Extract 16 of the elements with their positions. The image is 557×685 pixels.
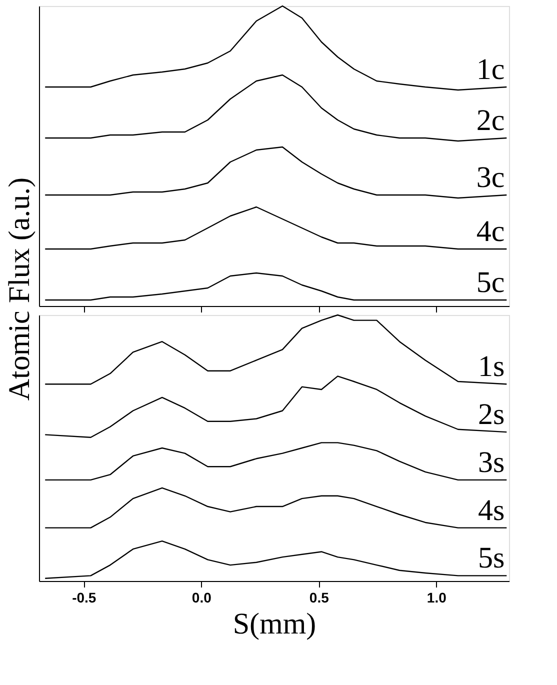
series-label: 1c <box>476 53 505 86</box>
series-label: 5s <box>478 542 505 575</box>
series-label: 2s <box>478 398 505 432</box>
x-tick-label: 1.0 <box>426 590 447 606</box>
series-label: 4c <box>476 215 505 248</box>
series-label: 2c <box>476 104 505 137</box>
x-tick-label: 0.5 <box>309 590 330 606</box>
x-axis-title: S(mm) <box>232 608 316 640</box>
series-label: 5c <box>476 266 505 299</box>
y-axis-title: Atomic Flux (a.u.) <box>3 177 36 401</box>
series-label: 1s <box>478 350 505 384</box>
series-label: 4s <box>478 494 505 527</box>
series-label: 3c <box>476 161 505 194</box>
x-tick-label: 0.0 <box>192 590 212 606</box>
series-label: 3s <box>478 446 505 479</box>
x-tick-label: -0.5 <box>72 590 96 606</box>
